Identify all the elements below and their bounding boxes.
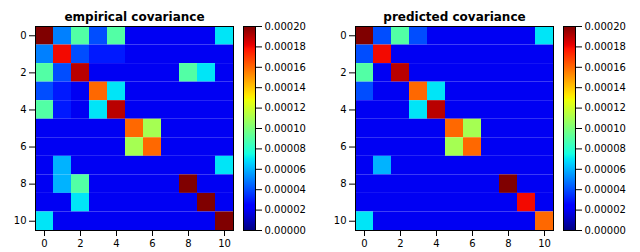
svg-text:4: 4 xyxy=(433,238,439,249)
svg-text:6: 6 xyxy=(149,238,155,249)
svg-text:0.00016: 0.00016 xyxy=(265,62,306,73)
svg-text:4: 4 xyxy=(113,238,119,249)
svg-text:0: 0 xyxy=(340,30,346,41)
svg-text:0.00002: 0.00002 xyxy=(265,204,306,215)
svg-text:4: 4 xyxy=(20,104,26,115)
svg-text:0.00016: 0.00016 xyxy=(585,62,626,73)
svg-text:0: 0 xyxy=(20,30,26,41)
svg-text:8: 8 xyxy=(20,178,26,189)
svg-text:4: 4 xyxy=(340,104,346,115)
svg-text:0.00004: 0.00004 xyxy=(585,184,626,195)
svg-text:0.00012: 0.00012 xyxy=(265,102,306,113)
svg-text:2: 2 xyxy=(20,67,26,78)
svg-text:6: 6 xyxy=(340,141,346,152)
svg-text:10: 10 xyxy=(538,238,551,249)
svg-text:6: 6 xyxy=(469,238,475,249)
svg-text:0.00008: 0.00008 xyxy=(585,143,626,154)
svg-text:0.00000: 0.00000 xyxy=(585,225,626,236)
svg-text:0.00012: 0.00012 xyxy=(585,102,626,113)
svg-text:0.00006: 0.00006 xyxy=(585,164,626,175)
svg-text:0.00020: 0.00020 xyxy=(585,21,626,32)
svg-text:0: 0 xyxy=(361,238,367,249)
svg-text:8: 8 xyxy=(185,238,191,249)
svg-text:0.00014: 0.00014 xyxy=(585,82,626,93)
svg-text:0.00020: 0.00020 xyxy=(265,21,306,32)
svg-text:0.00010: 0.00010 xyxy=(265,123,306,134)
svg-text:0: 0 xyxy=(41,238,47,249)
svg-text:0.00004: 0.00004 xyxy=(265,184,306,195)
svg-text:10: 10 xyxy=(218,238,231,249)
svg-text:10: 10 xyxy=(14,215,27,226)
svg-text:empirical covariance: empirical covariance xyxy=(64,10,204,24)
svg-text:8: 8 xyxy=(505,238,511,249)
svg-text:2: 2 xyxy=(397,238,403,249)
svg-text:0.00008: 0.00008 xyxy=(265,143,306,154)
svg-text:10: 10 xyxy=(334,215,347,226)
svg-text:6: 6 xyxy=(20,141,26,152)
svg-text:0.00014: 0.00014 xyxy=(265,82,306,93)
svg-text:0.00000: 0.00000 xyxy=(265,225,306,236)
svg-text:8: 8 xyxy=(340,178,346,189)
svg-text:0.00002: 0.00002 xyxy=(585,204,626,215)
svg-text:predicted covariance: predicted covariance xyxy=(383,10,525,24)
svg-text:0.00006: 0.00006 xyxy=(265,164,306,175)
svg-text:2: 2 xyxy=(77,238,83,249)
svg-text:0.00018: 0.00018 xyxy=(585,41,626,52)
svg-text:0.00010: 0.00010 xyxy=(585,123,626,134)
svg-text:2: 2 xyxy=(340,67,346,78)
svg-text:0.00018: 0.00018 xyxy=(265,41,306,52)
